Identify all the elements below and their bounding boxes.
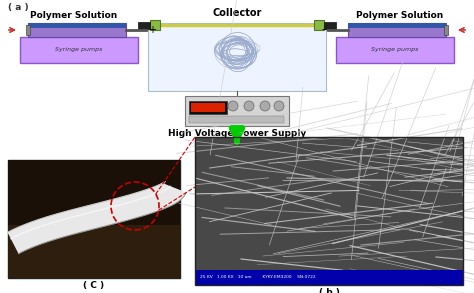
Bar bbox=[314, 20, 324, 30]
Bar bbox=[8, 160, 180, 278]
Bar bbox=[444, 25, 448, 35]
Text: Polymer Solution: Polymer Solution bbox=[30, 11, 118, 20]
Circle shape bbox=[228, 101, 238, 111]
Bar bbox=[348, 23, 446, 28]
Text: +: + bbox=[148, 25, 156, 35]
Circle shape bbox=[260, 101, 270, 111]
Bar bbox=[191, 103, 225, 112]
Bar bbox=[189, 116, 284, 123]
Bar bbox=[348, 23, 446, 37]
Bar bbox=[20, 37, 138, 63]
Text: Syringe pumps: Syringe pumps bbox=[55, 47, 103, 52]
Text: ( b ): ( b ) bbox=[319, 288, 339, 293]
Circle shape bbox=[244, 101, 254, 111]
Text: Collector: Collector bbox=[212, 8, 262, 18]
Text: High Voltage Power Supply: High Voltage Power Supply bbox=[168, 129, 306, 138]
Text: Syringe pumps: Syringe pumps bbox=[371, 47, 419, 52]
Polygon shape bbox=[8, 181, 186, 254]
Bar bbox=[8, 160, 180, 225]
Text: Polymer Solution: Polymer Solution bbox=[356, 11, 444, 20]
Circle shape bbox=[274, 101, 284, 111]
Text: ( a ): ( a ) bbox=[8, 3, 28, 12]
Bar bbox=[336, 37, 454, 63]
Bar bbox=[28, 23, 126, 37]
Bar bbox=[28, 23, 126, 28]
Text: ( C ): ( C ) bbox=[83, 281, 105, 290]
Bar bbox=[185, 96, 289, 126]
Bar bbox=[150, 20, 160, 30]
Text: 25 KV   1.00 KX   10 um        KYKY-EM3200    SN:0722: 25 KV 1.00 KX 10 um KYKY-EM3200 SN:0722 bbox=[200, 275, 316, 280]
Bar bbox=[138, 21, 150, 28]
Bar bbox=[324, 21, 336, 28]
Bar bbox=[26, 25, 30, 35]
Bar bbox=[189, 101, 227, 114]
Bar bbox=[195, 137, 463, 270]
Bar bbox=[148, 23, 326, 91]
Bar bbox=[195, 270, 463, 285]
Bar bbox=[8, 225, 180, 278]
Bar bbox=[195, 137, 463, 285]
Text: -: - bbox=[321, 23, 326, 37]
